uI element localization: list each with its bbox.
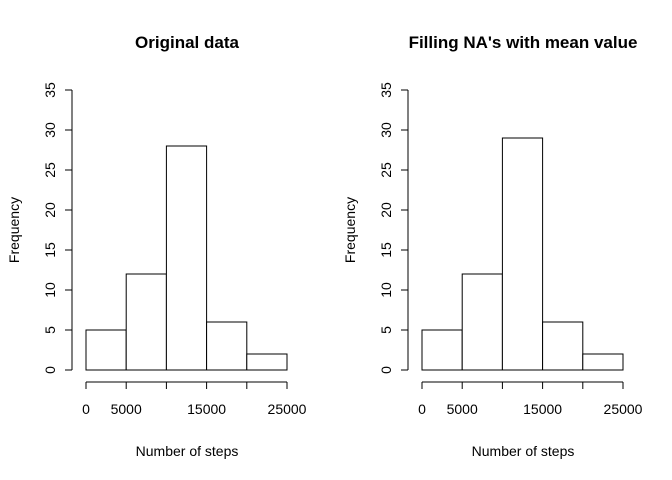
x-tick-label: 5000	[447, 401, 478, 417]
histogram-bar	[501, 137, 544, 371]
x-tick-label: 0	[82, 401, 90, 417]
x-tick-label: 15000	[187, 401, 226, 417]
y-tick-label: 30	[42, 122, 58, 138]
y-axis: 0 5 10 15 20 25 30 35	[378, 82, 409, 374]
histogram-bar	[246, 353, 288, 371]
y-tick-label: 35	[378, 82, 394, 98]
y-tick-label: 0	[378, 366, 394, 374]
y-axis: 0 5 10 15 20 25 30 35	[42, 82, 73, 374]
x-axis: 0 5000 15000 25000	[418, 381, 643, 417]
y-tick-label: 5	[378, 326, 394, 334]
y-axis-label: Frequency	[342, 197, 358, 263]
y-tick-label: 10	[42, 282, 58, 298]
chart-title: Filling NA's with mean value	[409, 33, 638, 52]
histogram-bar	[542, 321, 584, 371]
y-tick-label: 35	[42, 82, 58, 98]
y-tick-label: 0	[42, 366, 58, 374]
x-tick-label: 25000	[268, 401, 307, 417]
x-axis-label: Number of steps	[472, 443, 575, 459]
bar-group	[85, 145, 288, 371]
bar-group	[421, 137, 624, 371]
histogram-original: Original data Number of steps Frequency …	[6, 33, 307, 459]
x-axis-label: Number of steps	[136, 443, 239, 459]
histogram-bar	[85, 329, 127, 371]
x-axis: 0 5000 15000 25000	[82, 381, 307, 417]
histogram-bar	[206, 321, 248, 371]
histogram-bar	[582, 353, 624, 371]
histogram-bar	[421, 329, 463, 371]
histogram-filled-na: Filling NA's with mean value Number of s…	[342, 33, 643, 459]
y-tick-label: 15	[378, 242, 394, 258]
x-tick-label: 5000	[111, 401, 142, 417]
y-tick-label: 30	[378, 122, 394, 138]
y-tick-label: 20	[42, 202, 58, 218]
chart-title: Original data	[135, 33, 239, 52]
x-tick-label: 15000	[523, 401, 562, 417]
y-tick-label: 10	[378, 282, 394, 298]
y-tick-label: 15	[42, 242, 58, 258]
y-tick-label: 25	[42, 162, 58, 178]
y-axis-label: Frequency	[6, 197, 22, 263]
x-tick-label: 25000	[604, 401, 643, 417]
histogram-bar	[461, 273, 503, 371]
x-tick-label: 0	[418, 401, 426, 417]
histogram-bar	[165, 145, 208, 371]
y-tick-label: 5	[42, 326, 58, 334]
y-tick-label: 20	[378, 202, 394, 218]
histogram-bar	[125, 273, 167, 371]
y-tick-label: 25	[378, 162, 394, 178]
